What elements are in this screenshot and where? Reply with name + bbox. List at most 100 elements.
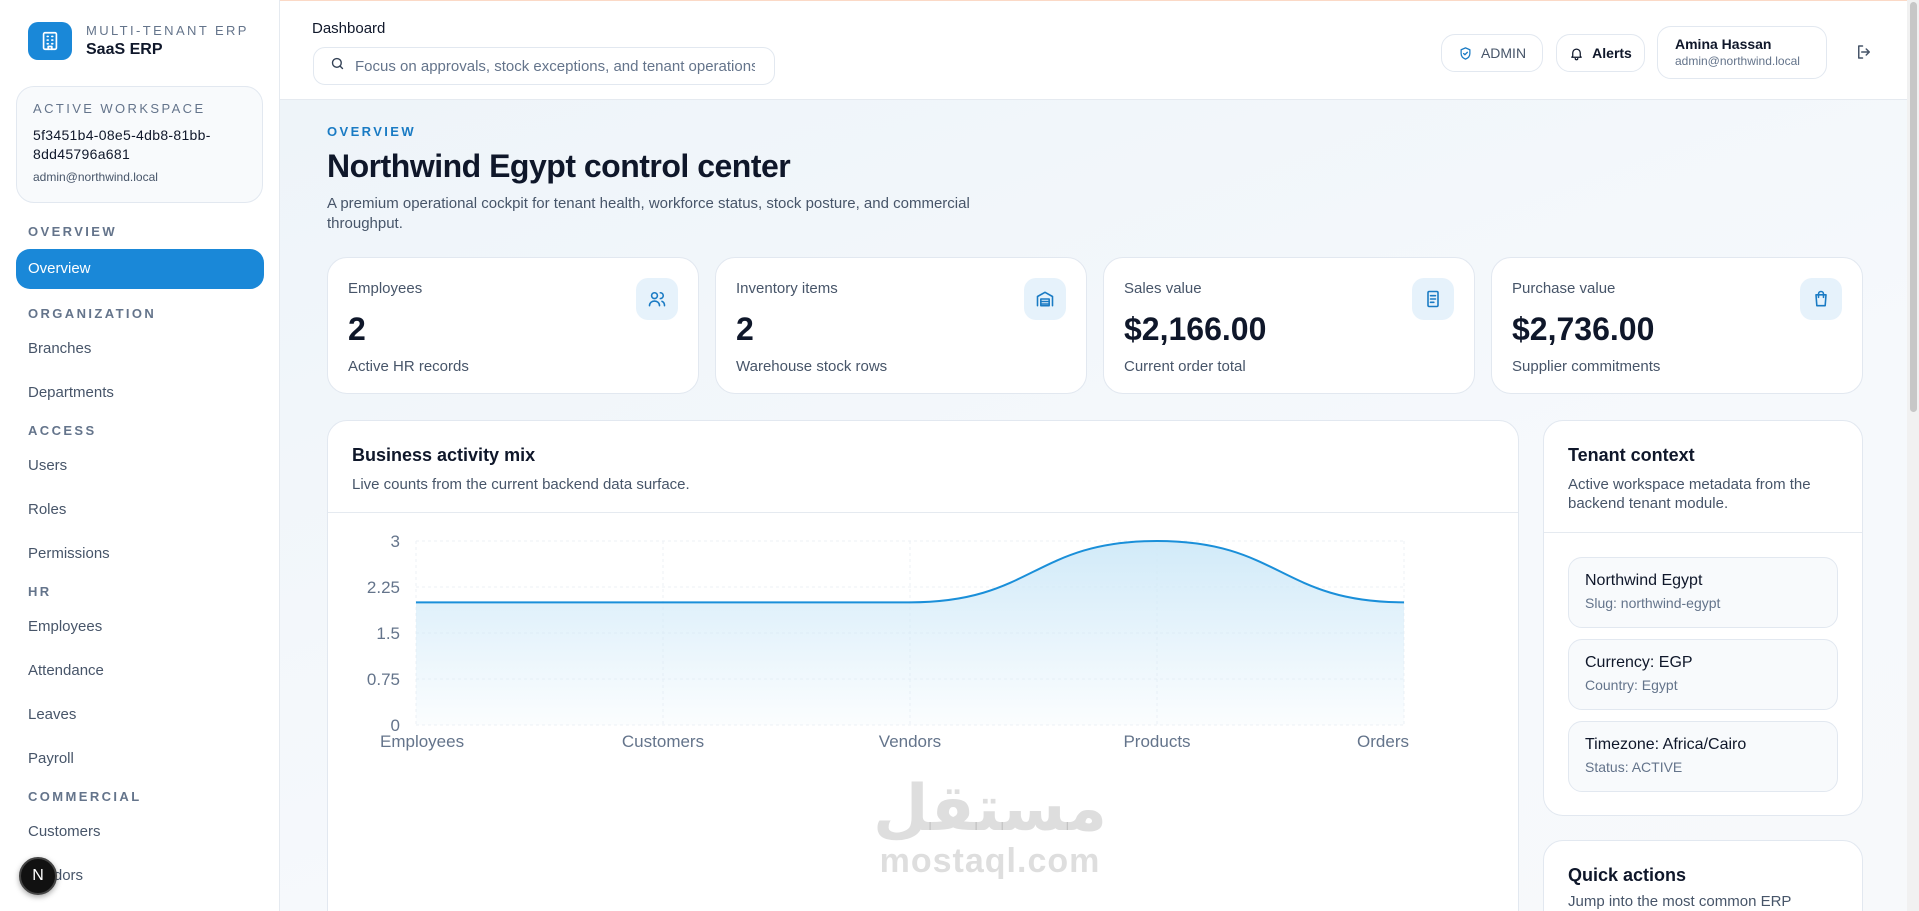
y-tick-label: 3 bbox=[391, 532, 400, 551]
page-scrollbar[interactable] bbox=[1907, 0, 1919, 911]
page-title: Northwind Egypt control center bbox=[327, 148, 791, 184]
x-tick-label: Customers bbox=[622, 732, 704, 751]
quick-actions-card: Quick actions Jump into the most common … bbox=[1543, 840, 1863, 911]
tenant-item-title: Timezone: Africa/Cairo bbox=[1585, 736, 1747, 753]
role-badge[interactable]: ADMIN bbox=[1441, 34, 1543, 72]
x-tick-label: Employees bbox=[380, 732, 464, 751]
tenant-info-timezone: Timezone: Africa/Cairo Status: ACTIVE bbox=[1568, 721, 1838, 792]
receipt-icon bbox=[1412, 278, 1454, 320]
brand-subtitle: MULTI-TENANT ERP bbox=[86, 23, 249, 38]
area-fill bbox=[416, 541, 1404, 725]
user-menu[interactable]: Amina Hassan admin@northwind.local bbox=[1657, 26, 1827, 79]
brand[interactable]: MULTI-TENANT ERP SaaS ERP bbox=[28, 22, 249, 60]
stat-note: Current order total bbox=[1124, 358, 1246, 375]
shopping-bag-icon bbox=[1800, 278, 1842, 320]
tenant-subtitle: Active workspace metadata from the backe… bbox=[1568, 476, 1811, 512]
alerts-label: Alerts bbox=[1592, 45, 1632, 61]
watermark-latin: mostaql.com bbox=[879, 842, 1101, 880]
y-tick-label: 2.25 bbox=[367, 578, 400, 597]
stat-note: Supplier commitments bbox=[1512, 358, 1661, 375]
stat-value: 2 bbox=[348, 311, 366, 347]
tenant-title: Tenant context bbox=[1568, 445, 1695, 465]
workspace-label: ACTIVE WORKSPACE bbox=[33, 101, 206, 116]
y-tick-label: 1.5 bbox=[376, 624, 400, 643]
dev-tools-button[interactable]: N bbox=[19, 857, 57, 895]
search-icon bbox=[330, 56, 345, 76]
tenant-info-currency: Currency: EGP Country: Egypt bbox=[1568, 639, 1838, 710]
tenant-item-sub: Country: Egypt bbox=[1585, 677, 1678, 693]
sidebar-item-overview[interactable]: Overview bbox=[16, 249, 264, 289]
tenant-info-name: Northwind Egypt Slug: northwind-egypt bbox=[1568, 557, 1838, 628]
user-email: admin@northwind.local bbox=[1675, 54, 1800, 68]
sidebar-item-attendance[interactable]: Attendance bbox=[28, 662, 104, 679]
stat-note: Warehouse stock rows bbox=[736, 358, 888, 375]
activity-chart-card: Business activity mix Live counts from t… bbox=[327, 420, 1519, 911]
stat-value: $2,166.00 bbox=[1124, 311, 1267, 347]
sidebar-item-employees[interactable]: Employees bbox=[28, 618, 103, 635]
sidebar-item-leaves[interactable]: Leaves bbox=[28, 706, 77, 723]
x-tick-label: Products bbox=[1123, 732, 1190, 751]
building-icon bbox=[28, 22, 72, 60]
top-header: Dashboard ADMIN Alerts Amina Hassan admi… bbox=[280, 0, 1919, 100]
sidebar-item-branches[interactable]: Branches bbox=[28, 340, 92, 357]
page-eyebrow: OVERVIEW bbox=[327, 124, 417, 139]
nav-section-overview: OVERVIEW bbox=[28, 224, 118, 239]
stat-card-inventory: Inventory items 2 Warehouse stock rows bbox=[715, 257, 1087, 394]
watermark-logo: مستقل mostaql.com bbox=[840, 774, 1140, 881]
search-box[interactable] bbox=[313, 47, 775, 85]
role-label: ADMIN bbox=[1480, 45, 1527, 61]
warehouse-icon bbox=[1024, 278, 1066, 320]
logout-icon[interactable] bbox=[1855, 43, 1873, 66]
chart-title: Business activity mix bbox=[352, 445, 536, 465]
stat-label: Sales value bbox=[1124, 280, 1202, 297]
sidebar-item-users[interactable]: Users bbox=[28, 457, 68, 474]
stat-card-employees: Employees 2 Active HR records bbox=[327, 257, 699, 394]
tenant-item-title: Currency: EGP bbox=[1585, 654, 1693, 671]
sidebar-item-roles[interactable]: Roles bbox=[28, 501, 67, 518]
page-breadcrumb: Dashboard bbox=[312, 20, 386, 37]
tenant-item-sub: Status: ACTIVE bbox=[1585, 759, 1683, 775]
quick-actions-title: Quick actions bbox=[1568, 865, 1687, 885]
shield-icon bbox=[1458, 46, 1473, 61]
stat-card-purchase: Purchase value $2,736.00 Supplier commit… bbox=[1491, 257, 1863, 394]
scrollbar-thumb[interactable] bbox=[1910, 2, 1917, 412]
stat-value: 2 bbox=[736, 311, 754, 347]
tenant-item-title: Northwind Egypt bbox=[1585, 572, 1703, 589]
alerts-button[interactable]: Alerts bbox=[1556, 34, 1645, 72]
watermark-arabic: مستقل bbox=[872, 772, 1108, 846]
bell-icon bbox=[1569, 46, 1584, 61]
nav-section-hr: HR bbox=[28, 584, 52, 599]
sidebar-nav: OVERVIEW Overview ORGANIZATION Branches … bbox=[16, 224, 264, 896]
stat-value: $2,736.00 bbox=[1512, 311, 1655, 347]
brand-name: SaaS ERP bbox=[86, 41, 163, 58]
stat-note: Active HR records bbox=[348, 358, 469, 375]
sidebar-item-payroll[interactable]: Payroll bbox=[28, 750, 74, 767]
workspace-id: 5f3451b4-08e5-4db8-81bb-8dd45796a681 bbox=[33, 127, 211, 162]
search-input[interactable] bbox=[355, 57, 755, 75]
stat-card-sales: Sales value $2,166.00 Current order tota… bbox=[1103, 257, 1475, 394]
stat-label: Employees bbox=[348, 280, 423, 297]
users-icon bbox=[636, 278, 678, 320]
x-tick-label: Orders bbox=[1357, 732, 1409, 751]
nav-section-commercial: COMMERCIAL bbox=[28, 789, 142, 804]
nav-section-access: ACCESS bbox=[28, 423, 97, 438]
workspace-email: admin@northwind.local bbox=[33, 170, 158, 184]
stat-label: Purchase value bbox=[1512, 280, 1616, 297]
stat-label: Inventory items bbox=[736, 280, 838, 297]
sidebar-item-permissions[interactable]: Permissions bbox=[28, 545, 110, 562]
sidebar-item-customers[interactable]: Customers bbox=[28, 823, 101, 840]
tenant-item-sub: Slug: northwind-egypt bbox=[1585, 595, 1721, 611]
nav-section-organization: ORGANIZATION bbox=[28, 306, 157, 321]
main-content: OVERVIEW Northwind Egypt control center … bbox=[280, 100, 1919, 911]
page-description: A premium operational cockpit for tenant… bbox=[327, 195, 970, 232]
sidebar: MULTI-TENANT ERP SaaS ERP ACTIVE WORKSPA… bbox=[0, 0, 280, 911]
user-name: Amina Hassan bbox=[1675, 36, 1772, 52]
series-line bbox=[415, 539, 1405, 604]
y-tick-label: 0.75 bbox=[367, 670, 400, 689]
chart-subtitle: Live counts from the current backend dat… bbox=[352, 476, 690, 493]
sidebar-item-departments[interactable]: Departments bbox=[28, 384, 114, 401]
quick-actions-subtitle: Jump into the most common ERP bbox=[1568, 893, 1792, 910]
x-tick-label: Vendors bbox=[879, 732, 941, 751]
y-tick-label: 0 bbox=[391, 716, 400, 735]
active-workspace-card: ACTIVE WORKSPACE 5f3451b4-08e5-4db8-81bb… bbox=[16, 86, 263, 203]
